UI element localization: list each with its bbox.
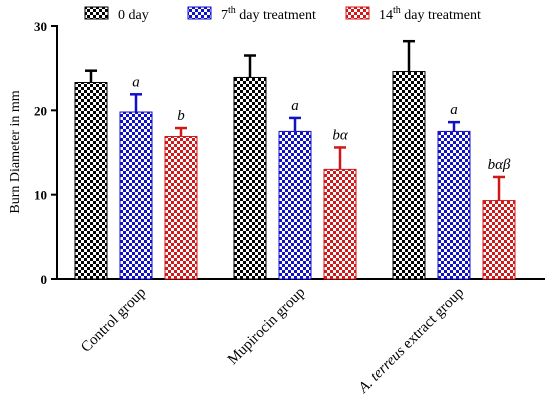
y-tick-label: 20 <box>34 103 47 118</box>
bars <box>74 71 516 280</box>
y-axis-title: Burn Diameter in mm <box>8 90 23 213</box>
bar-1-3 <box>392 71 426 280</box>
bar-3-1 <box>164 135 198 280</box>
bar-1-1 <box>74 82 108 280</box>
significance-label: a <box>291 98 299 114</box>
bar-2-1 <box>119 111 153 280</box>
bar-3-2 <box>323 168 357 280</box>
legend-swatch-2 <box>187 6 212 20</box>
legend: 0 day 7th day treatment 14th day treatment <box>84 5 481 23</box>
significance-label: b <box>177 108 185 124</box>
y-tick-label: 0 <box>41 272 48 287</box>
legend-swatch-3 <box>345 6 370 20</box>
legend-label-3: 14th day treatment <box>379 5 481 23</box>
significance-label: bα <box>332 127 349 143</box>
y-tick-label: 30 <box>34 19 47 34</box>
significance-labels: a b a bα a bαβ <box>132 74 511 173</box>
bar-2-2 <box>278 130 312 280</box>
legend-label-1: 0 day <box>118 8 149 23</box>
category-label: Control group <box>78 285 149 356</box>
legend-swatch-1 <box>84 6 109 20</box>
bar-2-3 <box>437 130 471 280</box>
category-labels: Control group Mupirocin group A. terreus e… <box>78 285 467 397</box>
error-bars <box>85 39 505 201</box>
significance-label: bαβ <box>488 157 511 173</box>
y-tick-label: 10 <box>34 188 47 203</box>
category-label: A. terreus extract group <box>355 285 467 397</box>
category-label: Mupirocin group <box>225 285 308 368</box>
bar-3-3 <box>482 200 516 280</box>
legend-label-2: 7th day treatment <box>221 5 316 23</box>
bar-1-2 <box>233 76 267 280</box>
significance-label: a <box>132 74 140 90</box>
significance-label: a <box>450 102 458 118</box>
